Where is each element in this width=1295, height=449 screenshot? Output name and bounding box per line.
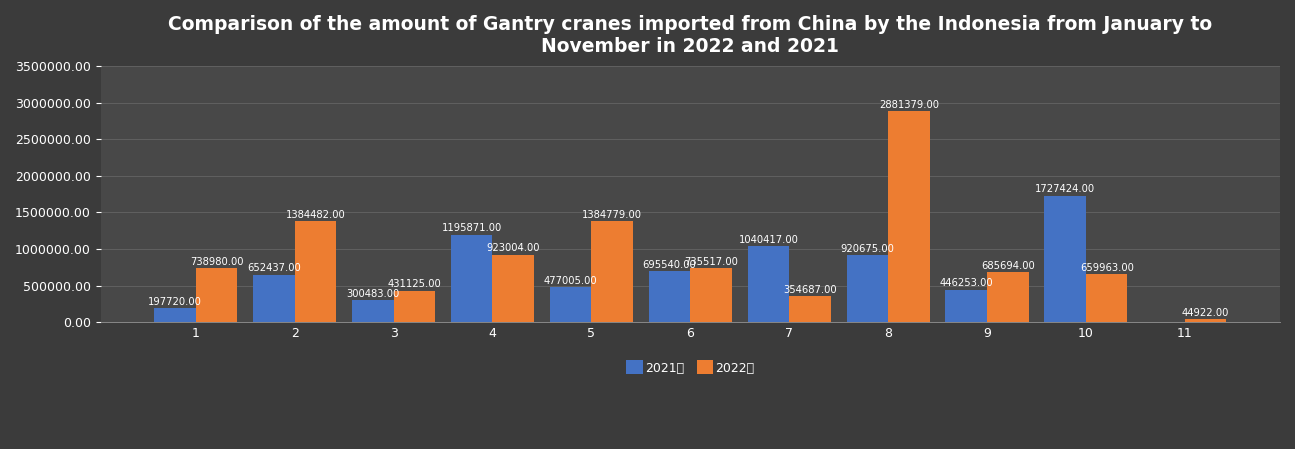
- Text: 652437.00: 652437.00: [247, 263, 300, 273]
- Text: 354687.00: 354687.00: [783, 285, 837, 295]
- Bar: [253, 275, 295, 322]
- Bar: [888, 111, 930, 322]
- Text: 300483.00: 300483.00: [346, 289, 399, 299]
- Legend: 2021年, 2022年: 2021年, 2022年: [622, 357, 759, 380]
- Bar: [550, 287, 592, 322]
- Bar: [196, 268, 237, 322]
- Text: 446253.00: 446253.00: [939, 278, 993, 288]
- Text: 920675.00: 920675.00: [840, 244, 895, 254]
- Text: 44922.00: 44922.00: [1182, 308, 1229, 318]
- Bar: [1185, 319, 1226, 322]
- Text: 1384482.00: 1384482.00: [286, 210, 346, 220]
- Text: 1727424.00: 1727424.00: [1035, 185, 1096, 194]
- Bar: [492, 255, 534, 322]
- Bar: [1044, 196, 1087, 322]
- Bar: [987, 272, 1028, 322]
- Bar: [451, 235, 492, 322]
- Bar: [592, 221, 633, 322]
- Bar: [945, 290, 987, 322]
- Text: 659963.00: 659963.00: [1080, 263, 1133, 273]
- Bar: [352, 300, 394, 322]
- Text: 695540.00: 695540.00: [642, 260, 697, 270]
- Text: 923004.00: 923004.00: [487, 243, 540, 253]
- Text: 1040417.00: 1040417.00: [738, 235, 799, 245]
- Title: Comparison of the amount of Gantry cranes imported from China by the Indonesia f: Comparison of the amount of Gantry crane…: [168, 15, 1212, 56]
- Bar: [154, 308, 196, 322]
- Bar: [1087, 274, 1128, 322]
- Text: 197720.00: 197720.00: [148, 297, 202, 307]
- Bar: [295, 221, 337, 322]
- Bar: [789, 296, 831, 322]
- Bar: [847, 255, 888, 322]
- Bar: [747, 246, 789, 322]
- Text: 2881379.00: 2881379.00: [879, 100, 939, 110]
- Bar: [649, 271, 690, 322]
- Text: 738980.00: 738980.00: [190, 257, 243, 267]
- Text: 431125.00: 431125.00: [387, 279, 442, 290]
- Bar: [394, 291, 435, 322]
- Text: 1195871.00: 1195871.00: [442, 224, 502, 233]
- Text: 1384779.00: 1384779.00: [583, 210, 642, 220]
- Text: 477005.00: 477005.00: [544, 276, 597, 286]
- Text: 735517.00: 735517.00: [684, 257, 738, 267]
- Text: 685694.00: 685694.00: [980, 261, 1035, 271]
- Bar: [690, 269, 732, 322]
